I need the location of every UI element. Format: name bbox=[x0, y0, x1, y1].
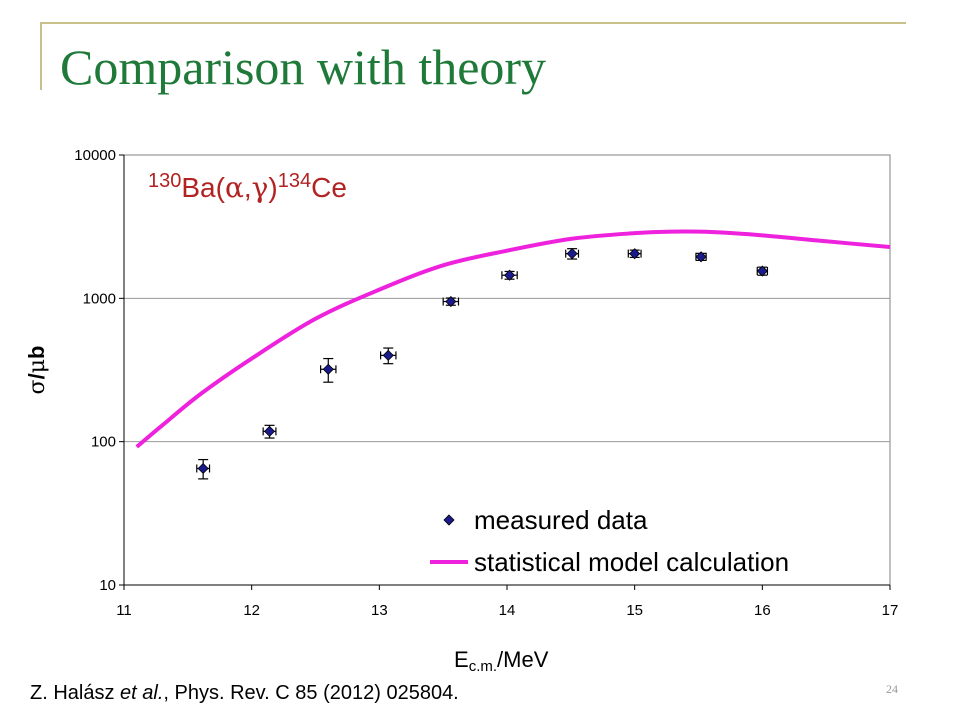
data-marker bbox=[566, 248, 578, 260]
data-marker bbox=[756, 265, 768, 277]
y-tick-label: 10000 bbox=[74, 147, 116, 164]
x-tick-label: 14 bbox=[499, 602, 516, 619]
chart-svg: 10 100 1000 10000 11 12 13 14 15 16 17 130Ba(α,γ)1… bbox=[24, 147, 898, 675]
y-tick-label: 1000 bbox=[83, 290, 116, 307]
x-tick-label: 12 bbox=[243, 602, 260, 619]
citation: Z. Halász et al., Phys. Rev. C 85 (2012)… bbox=[30, 682, 459, 705]
data-point bbox=[380, 347, 397, 365]
data-points-layer bbox=[196, 248, 769, 480]
x-tick-label: 13 bbox=[371, 602, 388, 619]
data-point bbox=[442, 295, 460, 308]
data-point bbox=[196, 458, 211, 480]
plot-area bbox=[123, 154, 891, 586]
data-marker bbox=[322, 363, 334, 375]
legend-label-model: statistical model calculation bbox=[474, 547, 789, 577]
legend: measured data statistical model calculat… bbox=[430, 505, 789, 577]
data-point bbox=[756, 265, 769, 277]
gridlines bbox=[124, 297, 890, 443]
page-number: 24 bbox=[886, 682, 898, 696]
citation-author: Z. Halász bbox=[30, 682, 115, 704]
data-point bbox=[262, 424, 277, 439]
data-marker bbox=[695, 251, 707, 263]
data-marker bbox=[629, 248, 641, 260]
data-marker bbox=[445, 295, 457, 308]
data-marker bbox=[382, 349, 394, 361]
data-marker bbox=[503, 269, 516, 281]
x-tick-label: 16 bbox=[754, 602, 771, 619]
legend-marker-measured bbox=[443, 514, 455, 526]
slide-title: Comparison with theory bbox=[60, 39, 547, 95]
y-axis-label: σ/μb bbox=[24, 346, 50, 395]
x-tick-label: 15 bbox=[626, 602, 643, 619]
x-tick-label: 17 bbox=[882, 602, 899, 619]
data-point bbox=[320, 357, 337, 383]
data-marker bbox=[263, 425, 276, 437]
data-point bbox=[501, 269, 518, 281]
x-tick-label: 11 bbox=[116, 602, 132, 619]
model-curve-layer bbox=[135, 229, 891, 449]
reaction-label: 130Ba(α,γ)134Ce bbox=[148, 170, 347, 204]
data-point bbox=[565, 248, 580, 260]
y-tick-label: 10 bbox=[99, 577, 116, 594]
citation-etal: et al. bbox=[120, 682, 164, 704]
axes: 10 100 1000 10000 11 12 13 14 15 16 17 bbox=[74, 147, 898, 619]
data-marker bbox=[197, 462, 209, 475]
data-point bbox=[695, 251, 707, 263]
slide-frame-top-line bbox=[40, 22, 906, 24]
citation-rest: , Phys. Rev. C 85 (2012) 025804. bbox=[163, 682, 459, 704]
x-axis-label: Ec.m./MeV bbox=[454, 647, 549, 675]
model-curve-line bbox=[135, 229, 891, 449]
data-point bbox=[627, 248, 642, 260]
slide-frame-left-line bbox=[40, 22, 42, 90]
legend-label-measured: measured data bbox=[474, 505, 648, 535]
y-tick-label: 100 bbox=[91, 434, 116, 451]
